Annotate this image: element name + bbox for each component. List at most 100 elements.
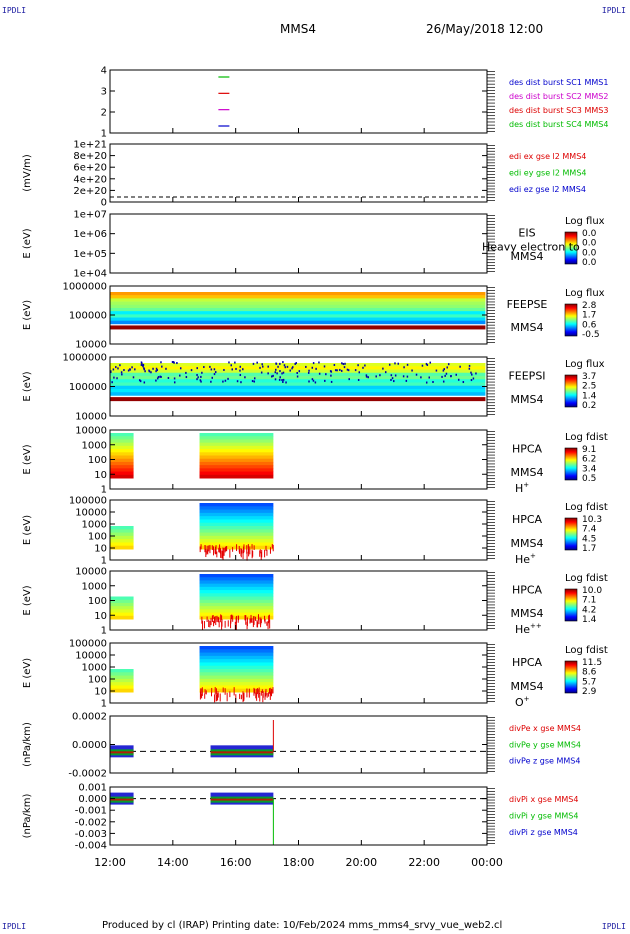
spectrogram-speck bbox=[230, 620, 232, 629]
spectrogram-speck bbox=[264, 692, 266, 700]
corner-label-top-left: IPDLI bbox=[2, 6, 27, 15]
spectrogram-band bbox=[110, 379, 486, 383]
spectrogram-speck bbox=[173, 381, 176, 384]
spectrogram-speck bbox=[248, 548, 250, 557]
spectrogram-band bbox=[110, 311, 486, 315]
corner-label-bottom-right: IPDLI bbox=[601, 922, 626, 931]
spectrogram-speck bbox=[222, 547, 224, 556]
spectrogram-speck bbox=[258, 689, 260, 698]
spectrogram-speck bbox=[402, 375, 405, 378]
spectrogram-speck bbox=[110, 370, 112, 373]
spectrogram-row bbox=[199, 445, 274, 450]
colorbar-tick-label: 0.0 bbox=[582, 248, 597, 258]
spectrogram-speck bbox=[202, 620, 204, 630]
spectrogram-speck bbox=[143, 368, 146, 371]
spectrogram-speck bbox=[240, 548, 242, 556]
spectrogram-speck bbox=[384, 371, 387, 374]
species-charge: ++ bbox=[530, 622, 542, 630]
y-tick-label: 10000 bbox=[75, 412, 107, 423]
spectrogram-speck bbox=[411, 369, 413, 372]
y-tick-label: 1000 bbox=[82, 440, 107, 451]
spectrogram-band bbox=[110, 295, 486, 299]
colorbar-tick-label: 10.0 bbox=[582, 586, 602, 596]
instrument-label: HPCA bbox=[512, 442, 543, 455]
spectrogram-speck bbox=[216, 694, 218, 702]
spectrogram-speck bbox=[227, 377, 229, 380]
colorbar-tick-label: 1.7 bbox=[582, 311, 596, 321]
x-tick-label: 20:00 bbox=[345, 856, 377, 869]
colorbar-title: Log flux bbox=[565, 288, 605, 299]
spectrogram-row bbox=[110, 471, 134, 476]
spectrogram-speck bbox=[160, 361, 162, 364]
spectrogram-speck bbox=[210, 380, 212, 383]
spectrogram-speck bbox=[251, 380, 254, 383]
spectrogram-speck bbox=[425, 381, 428, 384]
spectrogram-speck bbox=[205, 690, 207, 695]
spectrogram-speck bbox=[121, 373, 123, 376]
spectrogram-speck bbox=[132, 376, 135, 379]
spectrogram-speck bbox=[267, 620, 269, 630]
spectrogram-speck bbox=[221, 615, 223, 620]
spectrogram-speck bbox=[220, 614, 222, 623]
spectrogram-speck bbox=[455, 373, 457, 376]
spectrogram-speck bbox=[217, 693, 219, 701]
y-tick-label: 0 bbox=[101, 198, 107, 209]
spectrogram-speck bbox=[219, 548, 221, 553]
spectrogram-speck bbox=[246, 545, 248, 554]
spectrogram-row bbox=[199, 506, 274, 511]
colorbar-tick-label: 7.1 bbox=[582, 596, 596, 606]
spectrogram-speck bbox=[291, 367, 293, 370]
spectrogram-speck bbox=[429, 361, 432, 364]
spectrogram-row bbox=[199, 596, 274, 601]
y-tick-label: 2e+20 bbox=[73, 186, 107, 197]
spectrogram-speck bbox=[314, 381, 317, 384]
species-charge: + bbox=[524, 695, 530, 703]
legend-entry: des dist burst SC1 MMS1 bbox=[509, 78, 608, 87]
spectrogram-speck bbox=[279, 362, 281, 365]
species-charge: + bbox=[530, 552, 536, 560]
spectrogram-speck bbox=[260, 371, 263, 374]
spectrogram-speck bbox=[260, 618, 262, 628]
spectrogram-speck bbox=[232, 547, 234, 552]
spectrogram-row bbox=[199, 602, 274, 607]
spectrogram-speck bbox=[268, 615, 270, 624]
x-tick-label: 12:00 bbox=[94, 856, 126, 869]
spectrogram-speck bbox=[325, 373, 327, 376]
y-tick-label: 0.000 bbox=[78, 794, 107, 805]
spectrogram-speck bbox=[240, 694, 242, 700]
spectrogram-row bbox=[110, 612, 134, 617]
spectrogram-speck bbox=[379, 374, 381, 377]
panel-hpca_hepp bbox=[109, 570, 578, 631]
spectrogram-speck bbox=[203, 366, 205, 369]
spectrogram-speck bbox=[364, 364, 366, 367]
y-axis-label: E (eV) bbox=[22, 658, 33, 688]
legend-entry: edi ex gse l2 MMS4 bbox=[509, 152, 586, 161]
spectrogram-speck bbox=[244, 615, 246, 621]
spectrogram-row bbox=[199, 465, 274, 469]
spectrogram-speck bbox=[270, 687, 272, 696]
y-tick-label: 10000 bbox=[75, 651, 107, 662]
spectrogram-row bbox=[199, 590, 274, 594]
y-axis-label: (nPa/km) bbox=[22, 794, 33, 839]
colorbar-tick-label: 10.3 bbox=[582, 515, 602, 525]
spectrogram-speck bbox=[298, 370, 301, 373]
spectrogram-speck bbox=[264, 618, 266, 624]
spectrogram-speck bbox=[315, 367, 317, 370]
spectrogram-speck bbox=[285, 381, 287, 384]
spectrogram-speck bbox=[119, 364, 121, 367]
x-tick-label: 22:00 bbox=[408, 856, 440, 869]
spectrogram-speck bbox=[354, 369, 357, 372]
spectrogram-speck bbox=[201, 371, 203, 374]
spectrogram-row bbox=[199, 474, 274, 479]
spectrogram-speck bbox=[450, 375, 452, 378]
spectrogram-band bbox=[110, 366, 486, 370]
spectrogram-speck bbox=[208, 545, 210, 552]
spectrogram-speck bbox=[253, 545, 255, 550]
spectrogram-speck bbox=[324, 379, 326, 382]
spectrogram-speck bbox=[235, 615, 237, 623]
spectrogram-speck bbox=[211, 687, 213, 693]
spectrogram-speck bbox=[266, 549, 268, 556]
colorbar-tick-label: 1.7 bbox=[582, 544, 596, 554]
spectrogram-row bbox=[110, 532, 134, 537]
spectrogram-speck bbox=[143, 381, 146, 384]
